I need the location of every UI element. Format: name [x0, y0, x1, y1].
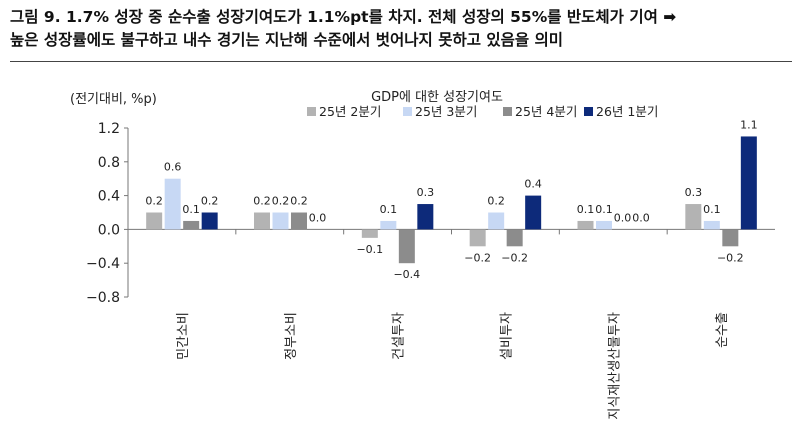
data-label: −0.1 [356, 243, 383, 256]
figure-title-line-2: 높은 성장률에도 불구하고 내수 경기는 지난해 수준에서 벗어나지 못하고 있… [10, 31, 564, 49]
data-label: 1.1 [740, 118, 758, 131]
data-label: 0.1 [577, 203, 595, 216]
figure-title: 그림 9. 1.7% 성장 중 순수출 성장기여도가 1.1%pt를 차지. 전… [10, 6, 795, 52]
bar [488, 212, 505, 230]
data-label: 0.2 [272, 195, 290, 208]
plot-area [127, 128, 775, 297]
legend-swatch [584, 107, 593, 116]
data-label: 0.3 [417, 186, 435, 199]
bar [596, 220, 612, 230]
legend-swatch [503, 107, 512, 116]
legend-swatch [403, 107, 412, 116]
bar [525, 195, 542, 230]
data-label: 0.3 [685, 186, 703, 199]
data-label: −0.2 [464, 251, 491, 264]
category-labels-group: 민간소비 정부소비 건설투자 설비투자 지식재산생산물투자 순수출 [176, 312, 730, 420]
bar [685, 204, 702, 230]
data-label: −0.4 [393, 268, 420, 281]
data-label: 0.1 [182, 203, 200, 216]
bar [577, 220, 594, 230]
bar [183, 220, 200, 230]
y-tick-label: 0.8 [98, 155, 120, 171]
category-label: 지식재산생산물투자 [607, 312, 622, 420]
category-label: 정부소비 [284, 312, 299, 360]
data-labels-group: 0.20.60.10.2 0.2 0.2 0.20.0−0.10.1−0.40.3−0… [145, 118, 757, 281]
y-tick-label: 0.4 [98, 189, 120, 205]
y-ticks-group: 1.2 0.8 0.4 0.0 −0.4 −0.8 [86, 121, 128, 306]
bar [201, 212, 218, 230]
data-label: 0.1 [703, 203, 721, 216]
y-tick-label: 1.2 [98, 121, 120, 137]
legend-swatch [307, 107, 316, 116]
data-label: 0.2 [145, 195, 163, 208]
data-label: 0.1 [595, 203, 613, 216]
y-tick-label: −0.4 [86, 256, 120, 272]
bar [291, 212, 307, 230]
bar [469, 229, 486, 247]
bar [380, 220, 397, 230]
bar [398, 229, 415, 264]
data-label: 0.2 [487, 195, 505, 208]
title-divider [10, 61, 792, 62]
bar [164, 178, 181, 230]
data-label: −0.2 [501, 251, 528, 264]
data-label: 0.1 [380, 203, 398, 216]
legend-label: 25년 3분기 [415, 104, 477, 119]
legend-label: 26년 1분기 [596, 104, 658, 119]
bar [146, 212, 163, 230]
y-tick-label: −0.8 [86, 290, 120, 306]
bar [417, 204, 434, 230]
data-label: 0.2 [201, 195, 219, 208]
legend-label: 25년 4분기 [515, 104, 577, 119]
category-label: 민간소비 [176, 312, 191, 360]
data-label: −0.2 [717, 251, 744, 264]
bar [722, 229, 739, 247]
data-label: 0.0 [614, 211, 632, 224]
bar [703, 220, 720, 230]
legend: 25년 2분기 25년 3분기 25년 4분기 26년 1분기 [307, 104, 658, 119]
data-label: 0.0 [632, 211, 650, 224]
legend-label: 25년 2분기 [319, 104, 381, 119]
bar [506, 229, 523, 247]
data-label: 0.2 [253, 195, 271, 208]
data-label: 0.6 [164, 161, 182, 174]
data-label: 0.4 [524, 178, 542, 191]
data-label: 0.2 [290, 195, 308, 208]
bar [272, 212, 289, 230]
category-label: 순수출 [715, 312, 730, 348]
category-label: 건설투자 [392, 312, 407, 360]
chart-title: GDP에 대한 성장기여도 [371, 90, 503, 105]
data-label: 0.0 [309, 211, 327, 224]
bar [254, 212, 270, 230]
y-tick-label: 0.0 [98, 222, 120, 238]
y-axis-label: (전기대비, %p) [70, 92, 157, 107]
figure-title-line-1: 그림 9. 1.7% 성장 중 순수출 성장기여도가 1.1%pt를 차지. 전… [10, 8, 677, 26]
bar [740, 136, 757, 230]
category-label: 설비투자 [499, 312, 514, 360]
bar [361, 229, 378, 238]
bars-group [146, 136, 757, 264]
